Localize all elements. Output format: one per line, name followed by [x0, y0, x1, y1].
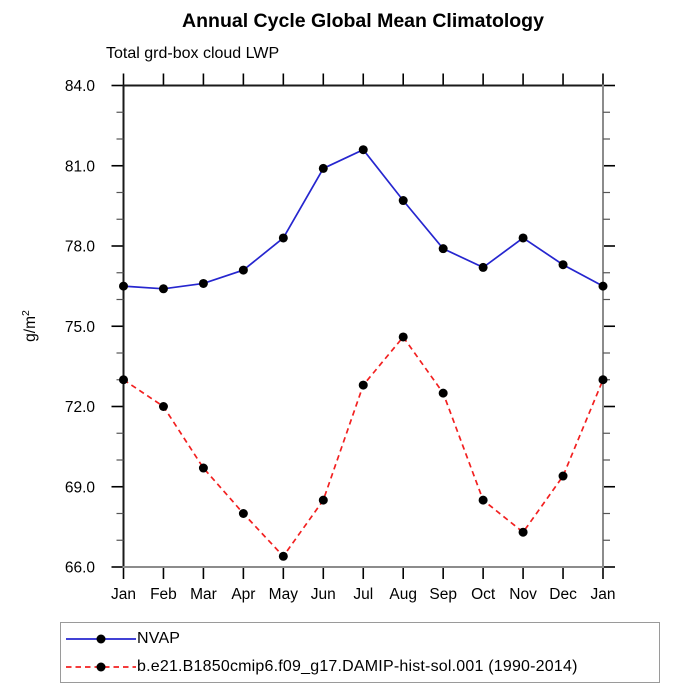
data-point-marker — [358, 145, 368, 155]
data-point-marker — [478, 495, 488, 505]
data-point-marker — [598, 375, 608, 385]
x-tick-label: Sep — [429, 586, 457, 603]
plot-area: Jan Feb Mar Apr May Jun Jul Aug Sep Oct Nov Dec Jan 8… — [65, 73, 616, 603]
y-major-ticks: 84.0 81.0 78.0 75.0 72.0 69.0 66.0 — [65, 78, 615, 577]
data-point-marker — [278, 551, 288, 561]
data-point-marker — [158, 284, 168, 294]
nvap-line-sample-icon — [66, 634, 136, 643]
data-point-marker — [398, 332, 408, 342]
series-markers-0 — [119, 145, 608, 294]
data-point-marker — [398, 196, 408, 206]
data-point-marker — [198, 278, 208, 288]
data-point-marker — [158, 402, 168, 411]
x-tick-label: Jan — [591, 586, 616, 603]
data-point-marker — [598, 281, 608, 291]
data-point-marker — [318, 495, 328, 505]
data-point-marker — [278, 233, 288, 243]
y-tick-label: 75.0 — [65, 319, 96, 336]
x-tick-label: Nov — [509, 586, 537, 603]
data-point-marker — [478, 262, 488, 272]
x-tick-label: Feb — [150, 586, 177, 603]
data-point-marker — [438, 388, 448, 398]
data-point-marker — [238, 509, 248, 518]
data-point-marker — [318, 163, 328, 173]
legend-label-nvap: NVAP — [137, 629, 181, 647]
series-line-0 — [123, 148, 604, 290]
legend-label-model: b.e21.B1850cmip6.f09_g17.DAMIP-hist-sol.… — [137, 657, 578, 675]
x-tick-label: Jul — [353, 586, 373, 603]
data-point-marker — [558, 260, 568, 270]
x-tick-label: Aug — [389, 586, 417, 603]
x-tick-label: Dec — [549, 586, 577, 603]
chart-svg: Jan Feb Mar Apr May Jun Jul Aug Sep Oct Nov Dec Jan 8… — [65, 73, 616, 603]
y-tick-label: 81.0 — [65, 158, 96, 175]
data-point-marker — [119, 375, 128, 385]
x-tick-label: Jan — [111, 586, 136, 603]
model-line-sample-icon — [66, 662, 136, 671]
chart-subtitle: Total grd-box cloud LWP — [106, 45, 280, 62]
legend-item-nvap: NVAP — [66, 625, 659, 653]
data-point-marker — [358, 380, 368, 390]
data-point-marker — [198, 463, 208, 473]
x-tick-label: Mar — [190, 586, 217, 603]
series-markers-1 — [119, 332, 608, 561]
data-point-marker — [518, 233, 528, 243]
y-tick-label: 72.0 — [65, 399, 96, 416]
x-tick-label: Oct — [471, 586, 496, 603]
legend-item-model: b.e21.B1850cmip6.f09_g17.DAMIP-hist-sol.… — [66, 653, 659, 681]
x-axis-ticks: Jan Feb Mar Apr May Jun Jul Aug Sep Oct Nov Dec Jan — [111, 73, 616, 603]
data-point-marker — [238, 265, 248, 275]
data-point-marker — [438, 244, 448, 254]
y-tick-label: 84.0 — [65, 78, 96, 95]
legend-sample-marker — [96, 634, 106, 643]
x-tick-label: Jun — [311, 586, 336, 603]
y-minor-ticks — [116, 111, 610, 541]
x-tick-label: Apr — [231, 586, 255, 603]
chart-title: Annual Cycle Global Mean Climatology — [182, 10, 544, 32]
y-tick-label: 78.0 — [65, 239, 96, 256]
data-point-marker — [119, 281, 128, 291]
series-line-1 — [123, 335, 604, 558]
x-tick-label: May — [269, 586, 299, 603]
legend-sample-marker — [96, 662, 106, 671]
data-point-marker — [518, 527, 528, 537]
y-tick-label: 69.0 — [65, 479, 96, 496]
data-point-marker — [558, 471, 568, 481]
legend: NVAP b.e21.B1850cmip6.f09_g17.DAMIP-hist… — [60, 622, 660, 683]
y-tick-label: 66.0 — [65, 560, 96, 577]
